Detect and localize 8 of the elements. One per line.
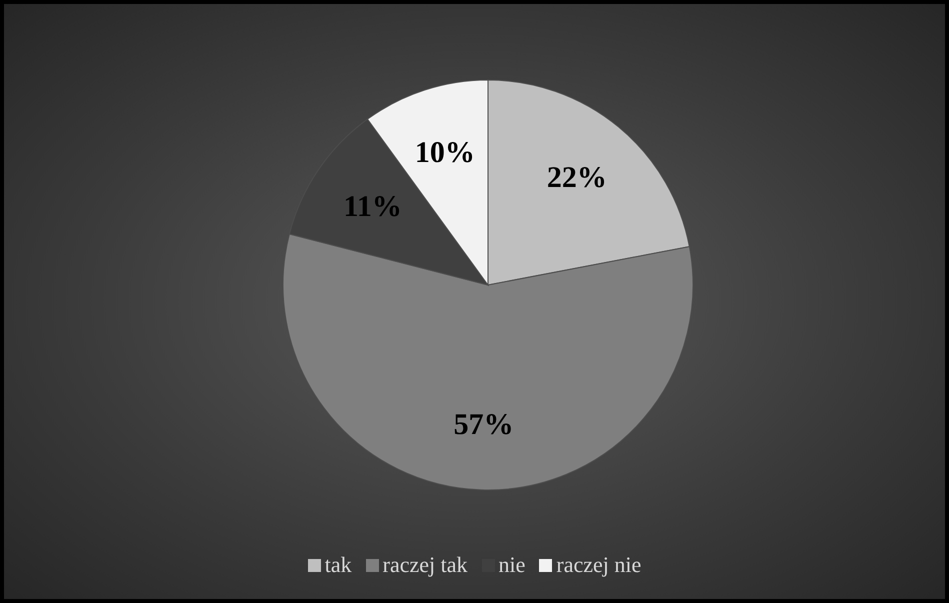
data-label: 11%: [344, 190, 402, 224]
legend-label: tak: [324, 552, 352, 578]
slice-label: raczej tak: [382, 552, 468, 578]
data-label: 10%: [414, 136, 475, 169]
data-label: 22%: [546, 161, 607, 194]
legend-label: nie: [498, 552, 526, 578]
legend-label: raczej nie: [556, 552, 642, 578]
data-label: 57%: [454, 408, 514, 441]
